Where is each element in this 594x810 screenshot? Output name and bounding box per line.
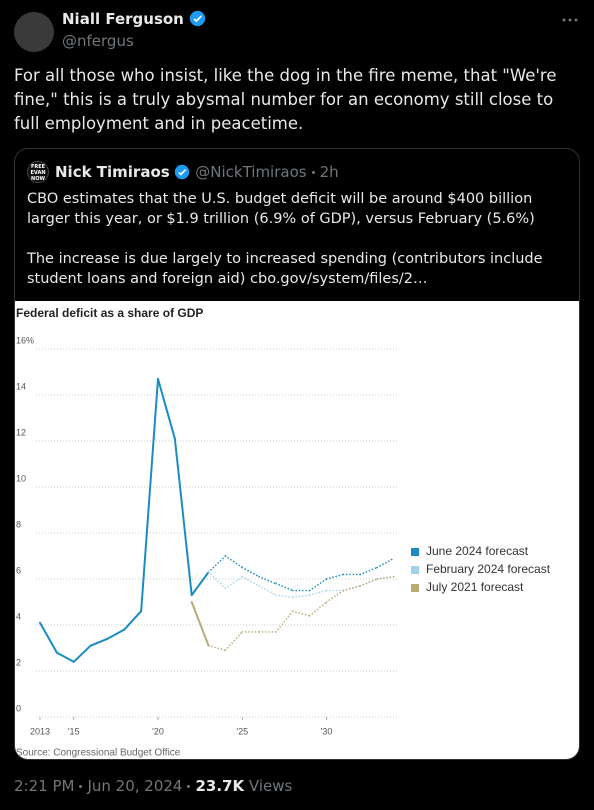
view-count: 23.7K bbox=[195, 777, 245, 795]
line-segment bbox=[72, 644, 92, 663]
chart-background bbox=[15, 301, 579, 759]
y-tick-label: 8 bbox=[16, 519, 21, 529]
line-segment bbox=[308, 601, 328, 617]
views-label: Views bbox=[248, 777, 293, 795]
chart-source: Source: Congressional Budget Office bbox=[16, 748, 181, 759]
y-tick-label: 14 bbox=[16, 381, 26, 391]
x-tick-label: '25 bbox=[236, 726, 248, 736]
line-segment bbox=[39, 621, 58, 654]
avatar-text: FREE bbox=[30, 164, 46, 170]
line-segment bbox=[275, 594, 294, 599]
separator bbox=[311, 171, 315, 174]
y-tick-label: 0 bbox=[16, 703, 21, 713]
line-segment bbox=[173, 437, 193, 597]
line-segment bbox=[359, 566, 378, 576]
author-name-text[interactable]: Niall Ferguson bbox=[62, 10, 184, 28]
line-segment bbox=[224, 575, 244, 590]
y-tick-label: 10 bbox=[16, 473, 26, 483]
verified-badge bbox=[189, 10, 206, 27]
quote-avatar: FREE EVAN NOW bbox=[27, 161, 49, 183]
author-handle[interactable]: @nfergus bbox=[62, 32, 134, 50]
line-segment bbox=[224, 555, 244, 569]
line-segment bbox=[308, 578, 328, 592]
legend-swatch bbox=[411, 584, 419, 592]
y-tick-label: 4 bbox=[16, 611, 21, 621]
line-segment bbox=[325, 589, 345, 603]
line-segment bbox=[258, 575, 277, 585]
y-tick-label: 16% bbox=[16, 335, 34, 345]
line-segment bbox=[207, 644, 227, 652]
post-date[interactable]: Jun 20, 2024 bbox=[87, 777, 183, 795]
quote-header: Nick Timiraos @NickTimiraos 2h bbox=[55, 163, 339, 181]
legend-label: June 2024 forecast bbox=[426, 544, 529, 558]
quote-handle: @NickTimiraos bbox=[195, 163, 307, 181]
avatar-text: EVAN bbox=[30, 170, 46, 176]
legend-label: July 2021 forecast bbox=[426, 580, 524, 594]
quote-name: Nick Timiraos bbox=[55, 163, 170, 181]
x-tick-label: '30 bbox=[321, 726, 333, 736]
y-tick-label: 2 bbox=[16, 657, 21, 667]
line-segment bbox=[342, 585, 362, 592]
x-tick-label: '15 bbox=[68, 726, 80, 736]
legend-swatch bbox=[411, 566, 419, 574]
separator bbox=[79, 785, 83, 788]
more-menu[interactable] bbox=[560, 16, 580, 24]
line-segment bbox=[292, 594, 311, 599]
quote-card[interactable]: FREE EVAN NOW Nick Timiraos @NickTimirao… bbox=[14, 148, 580, 760]
line-segment bbox=[123, 610, 143, 631]
line-segment bbox=[55, 651, 75, 663]
quote-paragraph: The increase is due largely to increased… bbox=[27, 251, 543, 287]
quote-paragraph: CBO estimates that the U.S. budget defic… bbox=[27, 191, 535, 227]
line-segment bbox=[275, 582, 294, 592]
line-segment bbox=[308, 589, 328, 596]
avatar[interactable] bbox=[14, 12, 54, 52]
line-segment bbox=[207, 571, 227, 590]
chart: Federal deficit as a share of GDP Source… bbox=[15, 301, 579, 759]
line-segment bbox=[190, 571, 210, 597]
line-segment bbox=[325, 573, 345, 580]
tweet-text: For all those who insist, like the dog i… bbox=[14, 66, 557, 133]
avatar-text: NOW bbox=[31, 176, 45, 182]
line-segment bbox=[190, 601, 210, 647]
post-time[interactable]: 2:21 PM bbox=[14, 777, 75, 795]
line-segment bbox=[140, 377, 159, 613]
author-name[interactable]: Niall Ferguson bbox=[62, 10, 206, 28]
legend-label: February 2024 forecast bbox=[426, 562, 551, 576]
line-segment bbox=[359, 578, 378, 587]
y-tick-label: 12 bbox=[16, 427, 26, 437]
line-segment bbox=[258, 585, 277, 596]
line-segment bbox=[106, 628, 126, 640]
x-tick-label: 2013 bbox=[30, 726, 50, 736]
quote-time: 2h bbox=[319, 163, 339, 181]
line-segment bbox=[275, 610, 294, 633]
chart-title: Federal deficit as a share of GDP bbox=[16, 306, 203, 320]
y-tick-label: 6 bbox=[16, 565, 21, 575]
line-segment bbox=[157, 377, 176, 440]
line-segment bbox=[207, 555, 227, 573]
line-segment bbox=[376, 575, 395, 580]
line-segment bbox=[292, 610, 311, 617]
line-segment bbox=[241, 566, 260, 578]
separator bbox=[187, 785, 191, 788]
legend-swatch bbox=[411, 548, 419, 556]
verified-badge bbox=[175, 164, 190, 180]
line-segment bbox=[89, 637, 109, 647]
x-tick-label: '20 bbox=[152, 726, 164, 736]
line-segment bbox=[224, 631, 244, 652]
line-segment bbox=[376, 557, 395, 569]
footer: 2:21 PM Jun 20, 2024 23.7K Views bbox=[14, 777, 292, 795]
line-segment bbox=[241, 575, 260, 587]
